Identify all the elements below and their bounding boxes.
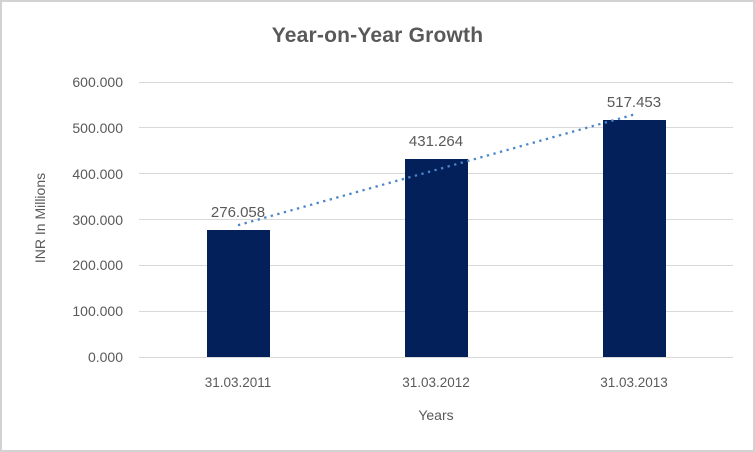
x-axis-title: Years: [418, 407, 454, 423]
bar[interactable]: [602, 119, 666, 357]
gridline: [139, 356, 733, 358]
y-axis-tick-label: 100.000: [72, 303, 123, 320]
y-axis-tick-label: 0.000: [87, 349, 123, 365]
data-label: 517.453: [606, 93, 662, 111]
y-axis-tick-label: 400.000: [72, 165, 123, 182]
y-axis-tick-label: 500.000: [72, 119, 123, 136]
gridline: [139, 81, 733, 83]
y-axis-tick-label: 300.000: [72, 211, 123, 228]
x-axis-tick-label: 31.03.2013: [600, 375, 668, 390]
bar[interactable]: [206, 230, 270, 357]
data-label: 276.058: [210, 204, 266, 222]
y-axis-tick-label: 600.000: [72, 74, 123, 90]
x-axis-tick-label: 31.03.2011: [204, 375, 272, 390]
chart-title: Year-on-Year Growth: [271, 24, 484, 47]
x-axis-tick-label: 31.03.2012: [402, 375, 470, 390]
bar[interactable]: [404, 159, 468, 357]
data-label: 431.264: [408, 133, 464, 151]
y-axis-tick-label: 200.000: [72, 257, 123, 274]
